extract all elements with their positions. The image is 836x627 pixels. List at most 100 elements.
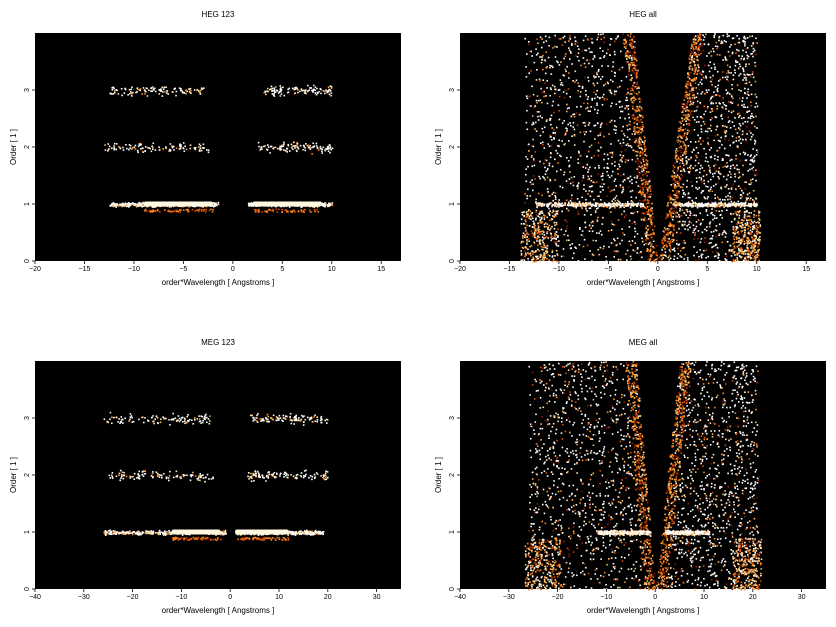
intensity-pixel xyxy=(641,240,644,243)
intensity-pixel xyxy=(683,170,686,173)
intensity-pixel xyxy=(572,80,574,82)
intensity-pixel xyxy=(555,223,558,226)
intensity-pixel xyxy=(685,156,688,158)
intensity-pixel xyxy=(680,122,682,125)
intensity-pixel xyxy=(594,181,596,184)
intensity-pixel xyxy=(703,36,706,38)
intensity-pixel xyxy=(535,250,537,252)
intensity-pixel xyxy=(270,145,273,148)
intensity-pixel xyxy=(544,35,547,38)
intensity-pixel xyxy=(560,228,563,231)
intensity-pixel xyxy=(537,257,540,260)
intensity-pixel xyxy=(542,231,545,233)
intensity-pixel xyxy=(649,185,652,187)
intensity-pixel xyxy=(319,145,322,148)
intensity-pixel xyxy=(720,186,722,189)
intensity-pixel xyxy=(635,160,637,163)
intensity-pixel xyxy=(301,89,303,92)
intensity-pixel xyxy=(554,196,557,199)
intensity-pixel xyxy=(535,130,538,132)
intensity-pixel xyxy=(319,147,322,150)
intensity-pixel xyxy=(675,172,677,174)
intensity-pixel xyxy=(673,250,676,252)
intensity-pixel xyxy=(696,106,699,108)
intensity-pixel xyxy=(673,194,676,196)
intensity-pixel xyxy=(688,74,690,76)
intensity-pixel xyxy=(270,88,273,91)
intensity-pixel xyxy=(626,249,629,252)
intensity-pixel xyxy=(753,248,756,251)
intensity-pixel xyxy=(700,255,702,257)
intensity-pixel xyxy=(198,143,201,146)
intensity-pixel xyxy=(554,133,557,136)
intensity-pixel xyxy=(566,110,568,113)
intensity-pixel xyxy=(747,256,749,259)
intensity-pixel xyxy=(742,131,745,134)
intensity-pixel xyxy=(217,203,220,206)
intensity-pixel xyxy=(713,50,715,53)
intensity-pixel xyxy=(644,233,647,236)
intensity-pixel xyxy=(743,226,745,229)
intensity-pixel xyxy=(542,256,544,259)
intensity-pixel xyxy=(709,221,712,223)
intensity-pixel xyxy=(751,158,753,161)
intensity-pixel xyxy=(686,179,688,182)
intensity-pixel xyxy=(174,87,176,90)
intensity-pixel xyxy=(625,214,627,216)
intensity-pixel xyxy=(554,56,557,58)
intensity-pixel xyxy=(533,242,536,245)
intensity-pixel xyxy=(591,220,594,223)
intensity-pixel xyxy=(750,154,752,156)
intensity-pixel xyxy=(725,232,727,235)
intensity-pixel xyxy=(692,103,694,105)
intensity-pixel xyxy=(738,244,740,247)
intensity-pixel xyxy=(735,229,737,231)
intensity-pixel xyxy=(560,61,562,63)
intensity-pixel xyxy=(693,94,695,97)
intensity-pixel xyxy=(551,127,553,129)
intensity-pixel xyxy=(758,222,760,224)
intensity-pixel xyxy=(125,144,127,146)
intensity-pixel xyxy=(641,168,643,170)
intensity-pixel xyxy=(714,86,717,88)
intensity-pixel xyxy=(585,131,587,133)
intensity-pixel xyxy=(584,35,587,37)
intensity-pixel xyxy=(739,194,742,196)
intensity-pixel xyxy=(727,91,729,94)
intensity-pixel xyxy=(683,105,686,107)
intensity-pixel xyxy=(682,114,685,116)
intensity-pixel xyxy=(531,123,533,126)
intensity-pixel xyxy=(692,46,694,49)
intensity-pixel xyxy=(720,136,722,139)
intensity-pixel xyxy=(173,145,175,148)
intensity-pixel xyxy=(665,243,667,246)
intensity-pixel xyxy=(539,177,542,180)
intensity-pixel xyxy=(736,245,739,248)
intensity-pixel xyxy=(527,213,530,215)
intensity-pixel xyxy=(159,210,161,213)
intensity-pixel xyxy=(590,37,592,40)
intensity-pixel xyxy=(634,132,637,134)
intensity-pixel xyxy=(629,190,632,193)
intensity-pixel xyxy=(737,177,740,179)
intensity-pixel xyxy=(729,102,732,105)
intensity-pixel xyxy=(545,235,548,238)
intensity-pixel xyxy=(748,219,751,221)
intensity-pixel xyxy=(626,136,629,138)
intensity-pixel xyxy=(113,92,116,94)
intensity-pixel xyxy=(639,101,641,103)
intensity-pixel xyxy=(726,35,729,38)
intensity-pixel xyxy=(704,241,706,243)
intensity-pixel xyxy=(672,189,674,192)
intensity-pixel xyxy=(636,64,638,66)
intensity-pixel xyxy=(737,185,740,187)
intensity-pixel xyxy=(283,149,285,151)
intensity-pixel xyxy=(679,250,682,252)
intensity-pixel xyxy=(693,40,695,42)
intensity-pixel xyxy=(753,216,755,218)
intensity-pixel xyxy=(632,45,635,48)
intensity-pixel xyxy=(266,87,269,90)
intensity-pixel xyxy=(732,97,734,100)
intensity-pixel xyxy=(742,138,744,141)
intensity-pixel xyxy=(556,152,559,155)
